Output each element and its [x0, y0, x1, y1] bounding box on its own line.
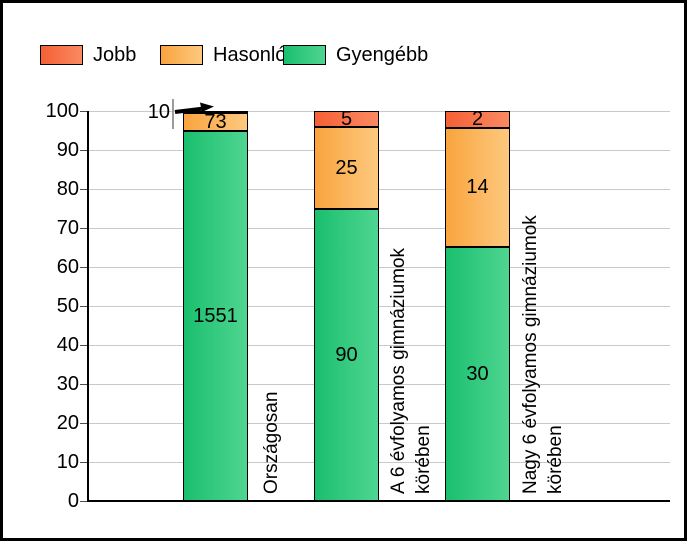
bar-segment-gyengébb-0 — [183, 130, 248, 501]
bar-value-label: 1551 — [193, 304, 238, 327]
bar-segment-jobb-2 — [445, 111, 510, 128]
y-axis-tick-90 — [80, 150, 88, 151]
legend-label-hasonlo: Hasonló — [213, 44, 287, 66]
y-axis-tick-100 — [80, 111, 88, 112]
gridline-30 — [88, 384, 670, 385]
y-axis-tick-label: 50 — [56, 295, 79, 317]
bar-value-label: 5 — [340, 108, 353, 131]
bar-segment-gyengébb-1 — [314, 208, 379, 501]
bar-segment-hasonló-2 — [445, 127, 510, 247]
bar-segment-hasonló-1 — [314, 127, 379, 209]
legend-swatch-jobb-icon — [40, 45, 83, 65]
bar-value-label: 90 — [335, 343, 358, 366]
bar-segment-jobb-1 — [314, 111, 379, 128]
legend-swatch-hasonlo-icon — [160, 45, 203, 65]
y-axis-tick-60 — [80, 267, 88, 268]
gridline-80 — [88, 189, 670, 190]
y-axis-tick-label: 20 — [56, 412, 79, 434]
category-label-2: Nagy 6 évfolyamos gimnáziumok körében — [520, 215, 566, 494]
gridline-70 — [88, 228, 670, 229]
gridline-100 — [88, 111, 670, 112]
bar-value-label: 30 — [466, 362, 489, 385]
gridline-10 — [88, 462, 670, 463]
category-label-0: Országosan — [261, 391, 282, 494]
y-axis-tick-label: 80 — [56, 178, 79, 200]
annotation-value-label: 10 — [147, 101, 170, 123]
gridline-50 — [88, 306, 670, 307]
y-axis-tick-label: 10 — [56, 451, 79, 473]
bar-segment-gyengébb-2 — [445, 246, 510, 501]
bar-value-label: 25 — [335, 156, 358, 179]
y-axis-tick-40 — [80, 345, 88, 346]
y-axis-line — [87, 111, 89, 501]
bar-value-label: 73 — [204, 111, 227, 134]
y-axis-tick-label: 100 — [45, 100, 79, 122]
legend-swatch-gyengebb-icon — [283, 45, 326, 65]
y-axis-tick-30 — [80, 384, 88, 385]
annotation-arrow-icon — [174, 102, 214, 114]
gridline-40 — [88, 345, 670, 346]
y-axis-tick-50 — [80, 306, 88, 307]
y-axis-tick-label: 30 — [56, 373, 79, 395]
annotation-marker-line — [172, 99, 174, 129]
bar-value-label: 14 — [466, 176, 489, 199]
gridline-60 — [88, 267, 670, 268]
legend-label-gyengebb: Gyengébb — [336, 44, 429, 66]
bar-value-label: 2 — [471, 108, 484, 131]
gridline-20 — [88, 423, 670, 424]
gridline-90 — [88, 150, 670, 151]
y-axis-tick-label: 60 — [56, 256, 79, 278]
y-axis-tick-10 — [80, 462, 88, 463]
x-axis-line — [87, 500, 670, 502]
y-axis-tick-70 — [80, 228, 88, 229]
y-axis-tick-label: 0 — [67, 490, 79, 512]
category-label-1: A 6 évfolyamos gimnáziumok körében — [388, 247, 434, 494]
legend-label-jobb: Jobb — [93, 44, 137, 66]
y-axis-tick-80 — [80, 189, 88, 190]
y-axis-tick-20 — [80, 423, 88, 424]
y-axis-tick-label: 40 — [56, 334, 79, 356]
y-axis-tick-0 — [80, 501, 88, 502]
y-axis-tick-label: 90 — [56, 139, 79, 161]
y-axis-tick-label: 70 — [56, 217, 79, 239]
bar-segment-hasonló-0 — [183, 113, 248, 131]
